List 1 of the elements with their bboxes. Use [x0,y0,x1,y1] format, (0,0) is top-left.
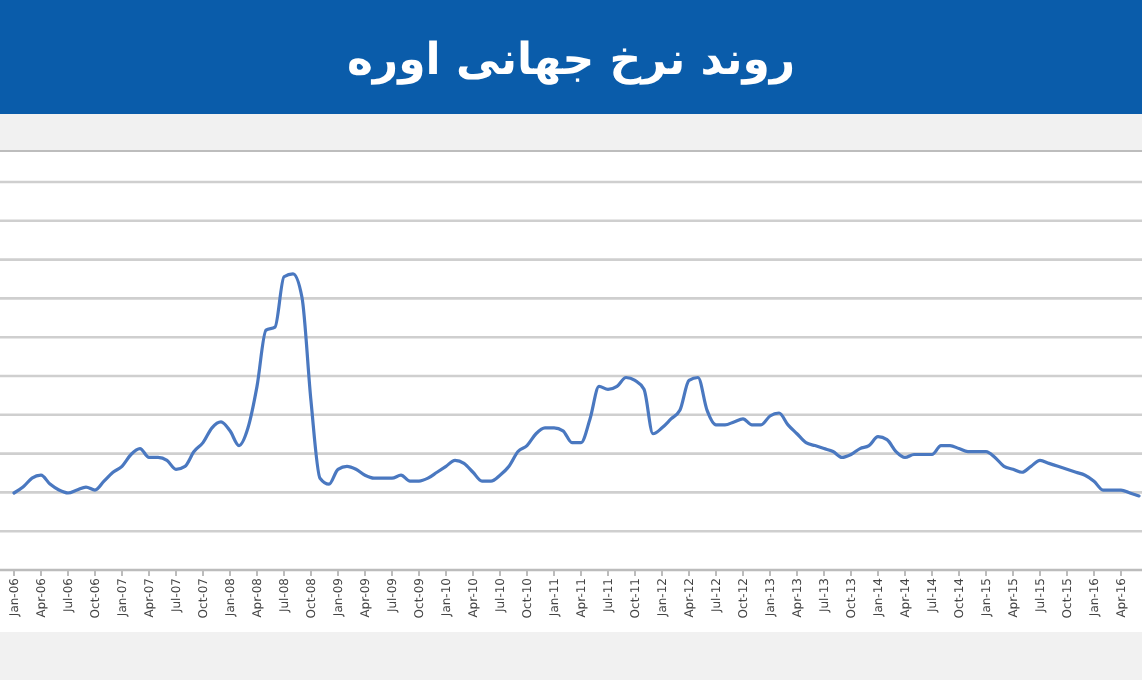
chart-title: روند نرخ جهانی اوره [346,36,796,86]
